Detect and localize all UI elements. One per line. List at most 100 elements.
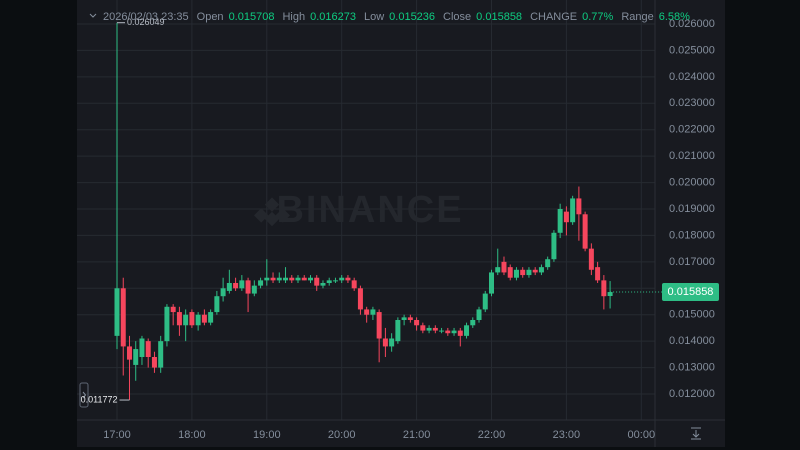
candle-body xyxy=(295,277,301,281)
y-tick-label: 0.022000 xyxy=(669,124,715,136)
collapse-chevron[interactable] xyxy=(89,13,97,18)
candle-body xyxy=(482,293,488,310)
candle-body xyxy=(526,269,532,276)
y-tick-label: 0.024000 xyxy=(669,71,715,83)
candle-body xyxy=(595,267,601,281)
candle-body xyxy=(214,296,220,313)
candle-body xyxy=(220,288,226,297)
x-tick-label: 17:00 xyxy=(103,429,131,441)
candle-body xyxy=(414,320,420,326)
y-tick-label: 0.025000 xyxy=(669,44,715,56)
y-tick-label: 0.020000 xyxy=(669,176,715,188)
y-tick-label: 0.026000 xyxy=(669,18,715,30)
candle-body xyxy=(320,283,326,286)
candle-body xyxy=(532,269,538,273)
candle-body xyxy=(382,338,388,347)
ohlc-header: 2026/02/03 23:35 Open 0.015708 High 0.016273… xyxy=(103,11,690,23)
candle-body xyxy=(476,309,482,320)
candle-body xyxy=(432,327,438,331)
candle-body xyxy=(557,209,563,233)
candle-body xyxy=(545,259,551,268)
header-value: 0.015858 xyxy=(476,11,522,23)
candle-body xyxy=(370,309,376,315)
candle-body xyxy=(495,267,501,273)
header-label: Low xyxy=(364,11,384,23)
candle-body xyxy=(601,280,607,297)
candle-body xyxy=(507,267,513,278)
x-tick-label: 23:00 xyxy=(553,429,581,441)
x-tick-label: 00:00 xyxy=(628,429,656,441)
candle-body xyxy=(139,338,145,357)
candle-body xyxy=(289,277,295,281)
candle-body xyxy=(158,341,164,368)
x-tick-label: 20:00 xyxy=(328,429,356,441)
candle-body xyxy=(489,272,494,294)
candle-body xyxy=(201,314,207,323)
candle-body xyxy=(314,277,320,286)
candle-body xyxy=(114,288,120,336)
candle-body xyxy=(339,277,345,281)
candle-body xyxy=(145,341,151,357)
candle-body xyxy=(270,277,276,281)
candle-body xyxy=(345,277,351,281)
header-label: High xyxy=(282,11,305,23)
candle-body xyxy=(133,349,139,365)
candle-body xyxy=(126,346,132,360)
candle-body xyxy=(570,198,576,223)
header-value: 0.015236 xyxy=(389,11,435,23)
candle-body xyxy=(307,277,313,281)
candle-body xyxy=(520,269,526,276)
y-tick-label: 0.012000 xyxy=(669,388,715,400)
candle-body xyxy=(176,312,182,326)
header-label: Open xyxy=(197,11,224,23)
candle-body xyxy=(151,357,157,368)
x-tick-label: 22:00 xyxy=(478,429,506,441)
candle-body xyxy=(301,277,307,281)
scroll-latest[interactable] xyxy=(691,427,701,440)
candle-body xyxy=(470,320,476,326)
candle-body xyxy=(576,198,582,215)
side-toggle[interactable] xyxy=(79,382,89,408)
candle-body xyxy=(439,330,445,332)
candle-body xyxy=(332,280,338,282)
candle-body xyxy=(276,277,282,281)
header-label: Range xyxy=(621,11,653,23)
candle-body xyxy=(170,306,176,313)
candle-body xyxy=(233,283,239,289)
candle-body xyxy=(563,211,569,223)
last-price-label: 0.015858 xyxy=(668,286,714,298)
candle-body xyxy=(551,232,557,260)
candle-body xyxy=(607,292,613,297)
candle-body xyxy=(457,330,463,336)
y-tick-label: 0.023000 xyxy=(669,97,715,109)
x-tick-label: 18:00 xyxy=(178,429,206,441)
y-tick-label: 0.017000 xyxy=(669,256,715,268)
header-value: 6.58% xyxy=(659,11,690,23)
header-label: CHANGE xyxy=(530,11,577,23)
candle-body xyxy=(264,277,270,281)
candle-body xyxy=(195,314,201,326)
y-tick-label: 0.014000 xyxy=(669,335,715,347)
candle-body xyxy=(464,325,470,336)
candle-body xyxy=(239,280,245,289)
y-tick-label: 0.021000 xyxy=(669,150,715,162)
candle-body xyxy=(501,261,507,273)
y-tick-label: 0.019000 xyxy=(669,203,715,215)
candle-body xyxy=(582,214,588,249)
candle-body xyxy=(283,277,289,281)
header-datetime: 2026/02/03 23:35 xyxy=(103,11,189,23)
high-marker-label: 0.026049 xyxy=(127,17,165,27)
candle-body xyxy=(351,280,357,289)
header-value: 0.77% xyxy=(582,11,613,23)
candle-body xyxy=(364,309,370,315)
watermark-logo xyxy=(254,197,290,227)
candle-body xyxy=(258,280,264,286)
y-tick-label: 0.018000 xyxy=(669,229,715,241)
candle-body xyxy=(389,338,395,347)
candle-body xyxy=(120,288,126,347)
low-marker-label: 0.011772 xyxy=(81,394,118,404)
panel xyxy=(77,0,725,447)
candle-body xyxy=(588,248,594,270)
